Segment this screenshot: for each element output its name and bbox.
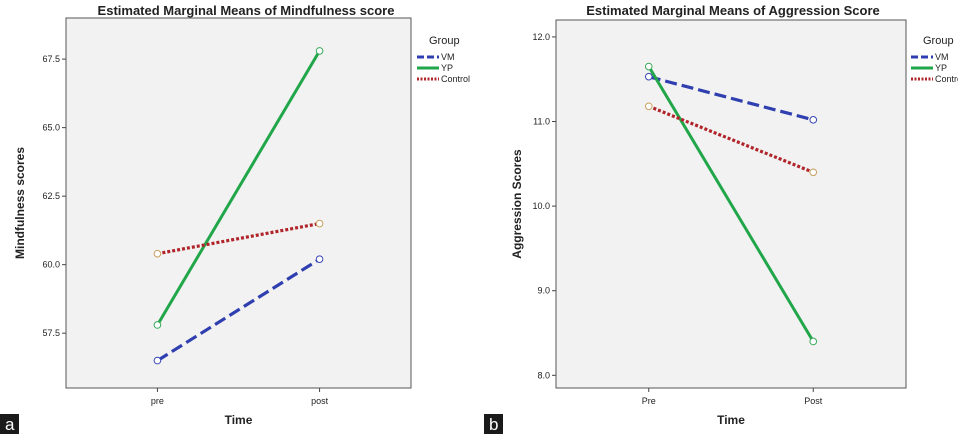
chart-a: Estimated Marginal Means of Mindfulness … <box>13 3 470 427</box>
x-axis-title: Time <box>225 413 253 427</box>
data-point-yp <box>809 337 818 346</box>
y-tick-label: 60.0 <box>42 260 60 270</box>
x-axis-title: Time <box>717 413 745 427</box>
data-point-yp <box>315 47 324 55</box>
y-tick-label: 57.5 <box>42 328 60 338</box>
series-line-vm <box>156 257 321 362</box>
series-line-yp <box>647 65 815 343</box>
data-point-control <box>153 249 162 258</box>
y-tick-label: 11.0 <box>533 117 550 127</box>
chart-title: Estimated Marginal Means of Aggression S… <box>586 3 880 18</box>
y-tick-label: 12.0 <box>532 32 550 42</box>
plot-area <box>65 17 412 389</box>
legend-label-control: Control <box>935 74 958 84</box>
x-tick-label: pre <box>151 396 164 406</box>
legend-label-vm: VM <box>441 52 455 62</box>
panel-label-a: a <box>0 414 20 434</box>
series-line-control <box>648 104 814 174</box>
y-tick-label: 62.5 <box>42 191 60 201</box>
legend-title: Group <box>429 35 460 47</box>
chart-b: Estimated Marginal Means of Aggression S… <box>510 3 958 427</box>
data-point-control <box>644 102 653 111</box>
data-point-yp <box>644 62 653 71</box>
chart-title: Estimated Marginal Means of Mindfulness … <box>98 3 395 18</box>
data-point-control <box>315 219 324 228</box>
y-tick-label: 65.0 <box>42 123 60 133</box>
data-point-yp <box>153 321 162 329</box>
data-point-vm <box>644 72 653 81</box>
legend-label-yp: YP <box>441 63 453 73</box>
x-tick-label: post <box>311 396 329 406</box>
data-point-vm <box>809 116 818 124</box>
x-tick-label: Pre <box>642 396 656 406</box>
legend-title: Group <box>923 35 954 47</box>
series-line-control <box>157 221 320 256</box>
data-point-vm <box>315 255 324 263</box>
data-point-control <box>809 168 818 177</box>
series-line-yp <box>156 50 321 326</box>
data-point-vm <box>153 356 162 365</box>
y-tick-label: 67.5 <box>42 54 60 64</box>
panel-label-b: b <box>484 414 504 434</box>
legend-label-vm: VM <box>935 52 949 62</box>
y-axis-title: Mindfulness scores <box>13 147 27 259</box>
y-axis-title: Aggression Scores <box>510 149 524 259</box>
y-tick-label: 9.0 <box>537 286 550 296</box>
x-tick-label: Post <box>804 396 823 406</box>
legend-label-yp: YP <box>935 63 947 73</box>
series-line-vm <box>648 75 814 122</box>
y-tick-label: 10.0 <box>532 201 550 211</box>
legend-label-control: Control <box>441 74 470 84</box>
y-tick-label: 8.0 <box>537 370 550 380</box>
